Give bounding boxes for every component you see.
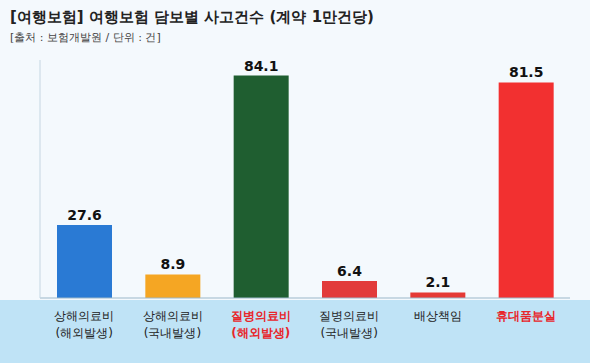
svg-text:질병의료비: 질병의료비: [319, 309, 379, 323]
svg-text:(해외발생): (해외발생): [231, 326, 290, 340]
svg-text:(국내발생): (국내발생): [144, 326, 201, 340]
svg-text:8.9: 8.9: [160, 256, 185, 272]
svg-text:휴대품분실: 휴대품분실: [496, 309, 556, 323]
svg-text:81.5: 81.5: [509, 64, 544, 80]
svg-text:27.6: 27.6: [67, 207, 102, 223]
html-text:[출처 : 보험개발원 / 단위 : 건]: [출처 : 보험개발원 / 단위 : 건]: [10, 31, 161, 44]
svg-text:(해외발생): (해외발생): [55, 326, 112, 340]
svg-text:(국내발생): (국내발생): [320, 326, 377, 340]
html-text:[여행보험] 여행보험 담보별 사고건수 (계약 1만건당): [여행보험] 여행보험 담보별 사고건수 (계약 1만건당): [10, 8, 374, 26]
svg-text:상해의료비: 상해의료비: [54, 309, 114, 323]
svg-text:상해의료비: 상해의료비: [143, 309, 203, 323]
svg-text:6.4: 6.4: [337, 263, 362, 279]
svg-text:2.1: 2.1: [425, 274, 450, 290]
svg-text:질병의료비: 질병의료비: [231, 309, 291, 323]
svg-text:84.1: 84.1: [244, 58, 279, 74]
svg-text:배상책임: 배상책임: [414, 309, 462, 323]
